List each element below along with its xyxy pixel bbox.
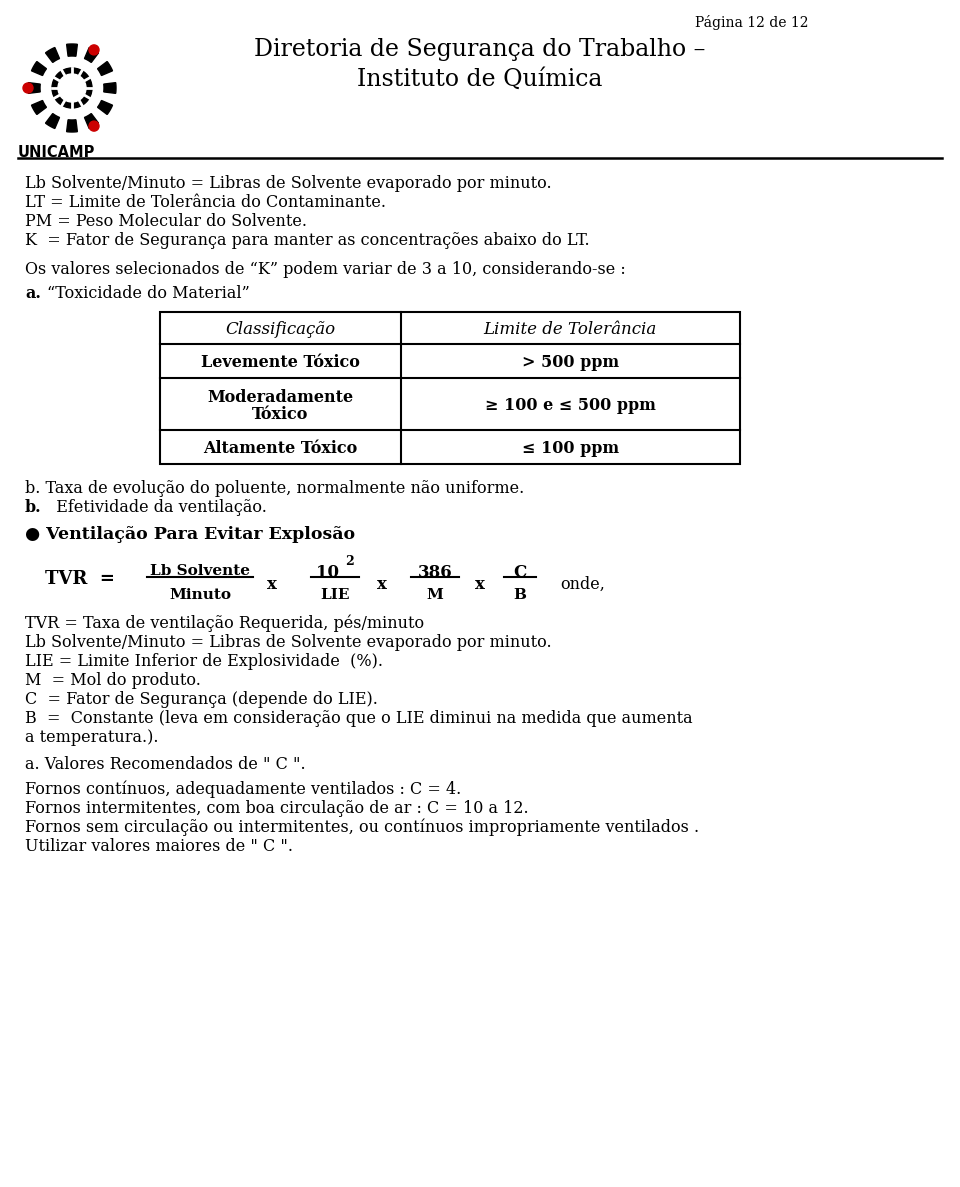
Text: TVR  =: TVR = xyxy=(45,570,115,588)
Text: Efetividade da ventilação.: Efetividade da ventilação. xyxy=(46,499,267,516)
Text: Minuto: Minuto xyxy=(169,588,231,602)
Text: Página 12 de 12: Página 12 de 12 xyxy=(695,15,808,30)
Polygon shape xyxy=(84,114,99,128)
Text: Fornos sem circulação ou intermitentes, ou contínuos impropriamente ventilados .: Fornos sem circulação ou intermitentes, … xyxy=(25,819,699,837)
Text: Diretoria de Segurança do Trabalho –: Diretoria de Segurança do Trabalho – xyxy=(254,38,706,61)
Circle shape xyxy=(58,74,86,102)
Text: b.: b. xyxy=(25,499,41,516)
Polygon shape xyxy=(32,62,46,76)
Text: b. Taxa de evolução do poluente, normalmente não uniforme.: b. Taxa de evolução do poluente, normalm… xyxy=(25,480,524,497)
Text: x: x xyxy=(475,576,485,594)
Circle shape xyxy=(23,83,33,93)
Text: x: x xyxy=(377,576,387,594)
Text: > 500 ppm: > 500 ppm xyxy=(522,354,619,372)
Text: B  =  Constante (leva em consideração que o LIE diminui na medida que aumenta: B = Constante (leva em consideração que … xyxy=(25,710,692,726)
Polygon shape xyxy=(45,47,60,63)
Text: Instituto de Química: Instituto de Química xyxy=(357,68,603,91)
Text: 386: 386 xyxy=(418,564,452,580)
Text: Lb Solvente/Minuto = Libras de Solvente evaporado por minuto.: Lb Solvente/Minuto = Libras de Solvente … xyxy=(25,634,552,650)
Text: onde,: onde, xyxy=(560,576,605,594)
Text: C: C xyxy=(514,564,527,580)
Bar xyxy=(160,312,740,464)
Polygon shape xyxy=(98,62,112,76)
Polygon shape xyxy=(66,44,78,56)
Text: a temperatura.).: a temperatura.). xyxy=(25,729,158,745)
Polygon shape xyxy=(66,120,78,132)
Text: Altamente Tóxico: Altamente Tóxico xyxy=(204,440,357,457)
Polygon shape xyxy=(104,83,116,94)
Polygon shape xyxy=(84,47,99,63)
Text: Utilizar valores maiores de " C ".: Utilizar valores maiores de " C ". xyxy=(25,838,293,855)
Text: “Toxicidade do Material”: “Toxicidade do Material” xyxy=(47,285,250,301)
Text: Fornos intermitentes, com boa circulação de ar : C = 10 a 12.: Fornos intermitentes, com boa circulação… xyxy=(25,800,529,817)
Polygon shape xyxy=(28,83,40,94)
Text: a.: a. xyxy=(25,285,41,301)
Text: PM = Peso Molecular do Solvente.: PM = Peso Molecular do Solvente. xyxy=(25,212,307,230)
Text: Levemente Tóxico: Levemente Tóxico xyxy=(201,354,360,372)
Text: Lb Solvente/Minuto = Libras de Solvente evaporado por minuto.: Lb Solvente/Minuto = Libras de Solvente … xyxy=(25,174,552,192)
Text: M  = Mol do produto.: M = Mol do produto. xyxy=(25,672,201,688)
Text: LT = Limite de Tolerância do Contaminante.: LT = Limite de Tolerância do Contaminant… xyxy=(25,193,386,211)
Text: Limite de Tolerância: Limite de Tolerância xyxy=(484,320,657,338)
Text: Classificação: Classificação xyxy=(226,320,335,338)
Text: M: M xyxy=(426,588,444,602)
Text: a. Valores Recomendados de " C ".: a. Valores Recomendados de " C ". xyxy=(25,756,305,773)
Text: Moderadamente: Moderadamente xyxy=(207,389,353,406)
Text: UNICAMP: UNICAMP xyxy=(18,145,95,160)
Text: C  = Fator de Segurança (depende do LIE).: C = Fator de Segurança (depende do LIE). xyxy=(25,691,378,707)
Text: ≤ 100 ppm: ≤ 100 ppm xyxy=(522,440,619,457)
Circle shape xyxy=(89,45,99,55)
Text: Fornos contínuos, adequadamente ventilados : C = 4.: Fornos contínuos, adequadamente ventilad… xyxy=(25,781,461,799)
Text: 2: 2 xyxy=(345,556,353,569)
Text: ≥ 100 e ≤ 500 ppm: ≥ 100 e ≤ 500 ppm xyxy=(485,396,656,414)
Text: Lb Solvente: Lb Solvente xyxy=(150,564,250,578)
Polygon shape xyxy=(45,114,60,128)
Text: 10: 10 xyxy=(316,564,339,580)
Text: Tóxico: Tóxico xyxy=(252,406,308,423)
Text: Os valores selecionados de “K” podem variar de 3 a 10, considerando-se :: Os valores selecionados de “K” podem var… xyxy=(25,261,626,278)
Text: ● Ventilação Para Evitar Explosão: ● Ventilação Para Evitar Explosão xyxy=(25,526,355,542)
Text: LIE = Limite Inferior de Explosividade  (%).: LIE = Limite Inferior de Explosividade (… xyxy=(25,653,383,669)
Circle shape xyxy=(52,68,92,108)
Text: B: B xyxy=(514,588,526,602)
Circle shape xyxy=(89,121,99,131)
Text: LIE: LIE xyxy=(321,588,349,602)
Polygon shape xyxy=(98,101,112,114)
Text: TVR = Taxa de ventilação Requerida, pés/minuto: TVR = Taxa de ventilação Requerida, pés/… xyxy=(25,615,424,633)
Text: K  = Fator de Segurança para manter as concentrações abaixo do LT.: K = Fator de Segurança para manter as co… xyxy=(25,231,589,249)
Text: x: x xyxy=(267,576,276,594)
Polygon shape xyxy=(32,101,46,114)
